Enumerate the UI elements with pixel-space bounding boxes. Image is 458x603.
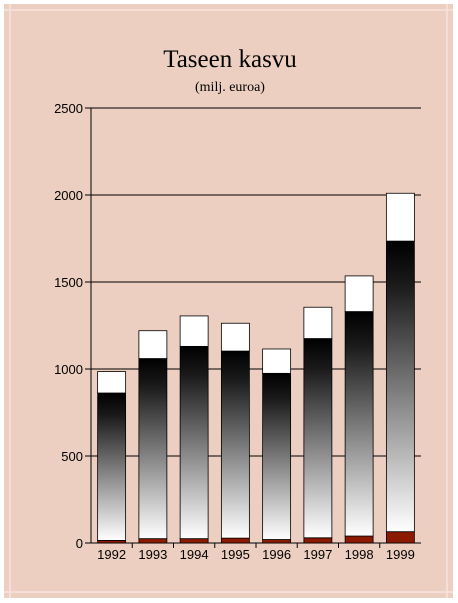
x-tick-label: 1995 — [221, 547, 250, 562]
bar-segment-1999-0 — [385, 531, 415, 544]
bar-segment-1999-1 — [385, 240, 415, 533]
bar-segment-1995-2 — [220, 322, 250, 352]
x-tick-label: 1997 — [303, 547, 332, 562]
bar-segment-1994-0 — [179, 538, 209, 544]
chart-frame: Taseen kasvu (milj. euroa) 0 500 1000 1500 2… — [4, 4, 453, 598]
bar-segment-1996-1 — [262, 372, 292, 540]
bar-segment-1997-2 — [303, 306, 333, 339]
bar-segment-1993-2 — [138, 330, 168, 359]
x-tick-label: 1992 — [97, 547, 126, 562]
y-tick-label: 2000 — [54, 188, 83, 203]
bar-segment-1998-2 — [344, 275, 374, 312]
y-axis: 0 500 1000 1500 2000 2500 — [54, 101, 92, 551]
bars — [97, 192, 415, 544]
bar-segment-1998-1 — [344, 311, 374, 537]
bar-segment-1996-0 — [262, 539, 292, 544]
bar-segment-1994-2 — [179, 315, 209, 347]
bar-chart: Taseen kasvu (milj. euroa) 0 500 1000 1500 2… — [4, 4, 453, 598]
y-tick-label: 0 — [76, 536, 83, 551]
x-tick-label: 1993 — [138, 547, 167, 562]
bar-segment-1993-0 — [138, 538, 168, 544]
bar-segment-1995-1 — [220, 350, 250, 539]
x-tick-label: 1999 — [386, 547, 415, 562]
bar-segment-1994-1 — [179, 345, 209, 540]
bar-segment-1997-0 — [303, 537, 333, 544]
bar-segment-1997-1 — [303, 338, 333, 539]
bar-segment-1992-1 — [97, 392, 127, 541]
bar-segment-1999-2 — [385, 192, 415, 242]
bar-segment-1995-0 — [220, 537, 250, 544]
y-tick-label: 1500 — [54, 275, 83, 290]
x-tick-label: 1998 — [345, 547, 374, 562]
y-tick-label: 2500 — [54, 101, 83, 116]
y-tick-label: 500 — [61, 449, 83, 464]
x-tick-label: 1996 — [262, 547, 291, 562]
bar-segment-1996-2 — [262, 348, 292, 374]
x-tick-label: 1994 — [180, 547, 209, 562]
chart-title: Taseen kasvu — [163, 46, 297, 73]
bar-segment-1998-0 — [344, 535, 374, 544]
y-tick-label: 1000 — [54, 362, 83, 377]
x-axis-labels: 1992 1993 1994 1995 1996 1997 1998 1999 — [97, 543, 415, 562]
bar-segment-1992-2 — [97, 371, 127, 394]
chart-subtitle: (milj. euroa) — [195, 80, 265, 95]
bar-segment-1993-1 — [138, 358, 168, 540]
